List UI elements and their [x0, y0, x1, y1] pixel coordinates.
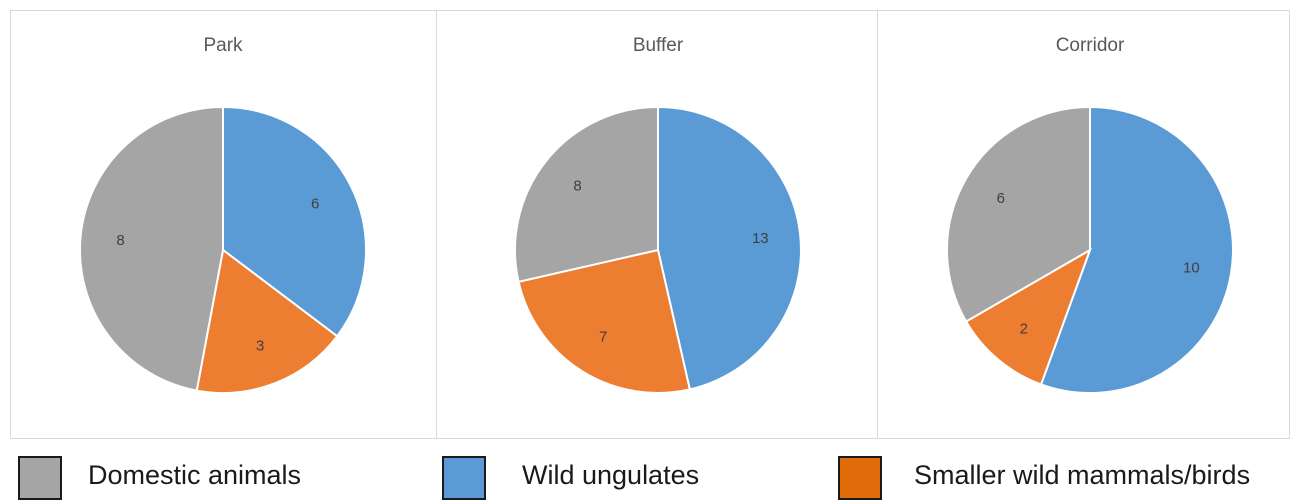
corridor-slice-domestic-animals — [946, 105, 1091, 323]
buffer-slice-domestic-animals — [514, 105, 659, 284]
buffer-chart-title: Buffer — [633, 35, 684, 56]
corridor-slice-wild-ungulates — [1039, 105, 1234, 394]
legend-item-smaller-wild-mammals-birds: Smaller wild mammals/birds — [838, 450, 1288, 500]
buffer-slice-wild-ungulates — [657, 105, 802, 391]
corridor-label-domestic-animals: 6 — [997, 190, 1005, 207]
park-slice-domestic-animals — [78, 105, 224, 392]
park-slice-smaller-wild-mammals-birds — [195, 248, 339, 394]
corridor-slice-smaller-wild-mammals-birds — [964, 247, 1092, 386]
wild-ungulates-swatch — [442, 456, 486, 500]
buffer-pie-chart: Buffer 13 7 8 — [514, 35, 802, 394]
park-slice-wild-ungulates — [222, 105, 367, 338]
park-chart-title: Park — [203, 35, 243, 56]
legend-label-smaller-wild-mammals-birds: Smaller wild mammals/birds — [914, 460, 1251, 490]
park-pie-chart: Park 6 3 8 — [78, 35, 367, 394]
chart-legend: Domestic animals Wild ungulates Smaller … — [0, 450, 1290, 500]
park-label-smaller-wild-mammals-birds: 3 — [256, 338, 264, 355]
buffer-slice-smaller-wild-mammals-birds — [517, 248, 692, 394]
legend-label-wild-ungulates: Wild ungulates — [522, 460, 700, 490]
park-label-wild-ungulates: 6 — [311, 196, 319, 213]
legend-label-domestic-animals: Domestic animals — [88, 460, 302, 490]
smaller-wild-mammals-birds-swatch — [838, 456, 882, 500]
park-label-domestic-animals: 8 — [116, 232, 124, 249]
buffer-label-wild-ungulates: 13 — [752, 230, 769, 247]
legend-item-wild-ungulates: Wild ungulates — [442, 450, 742, 500]
legend-item-domestic-animals: Domestic animals — [18, 450, 348, 500]
corridor-pie-chart: Corridor 10 2 6 — [946, 35, 1234, 394]
domestic-animals-swatch — [18, 456, 62, 500]
corridor-label-smaller-wild-mammals-birds: 2 — [1020, 320, 1028, 337]
corridor-chart-title: Corridor — [1056, 35, 1125, 56]
buffer-label-smaller-wild-mammals-birds: 7 — [599, 329, 607, 346]
buffer-label-domestic-animals: 8 — [573, 177, 581, 194]
corridor-label-wild-ungulates: 10 — [1183, 259, 1200, 276]
